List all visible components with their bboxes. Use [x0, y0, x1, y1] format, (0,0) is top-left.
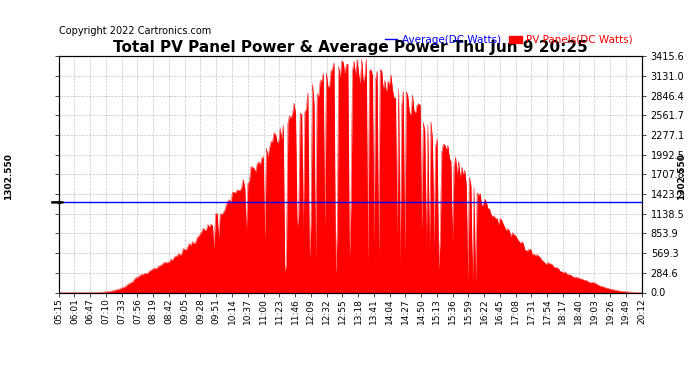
Text: 1302.550: 1302.550: [677, 153, 687, 200]
Title: Total PV Panel Power & Average Power Thu Jun 9 20:25: Total PV Panel Power & Average Power Thu…: [112, 40, 588, 55]
Legend: Average(DC Watts), PV Panels(DC Watts): Average(DC Watts), PV Panels(DC Watts): [381, 31, 636, 49]
Text: 1302.550: 1302.550: [3, 153, 13, 200]
Text: Copyright 2022 Cartronics.com: Copyright 2022 Cartronics.com: [59, 26, 211, 36]
